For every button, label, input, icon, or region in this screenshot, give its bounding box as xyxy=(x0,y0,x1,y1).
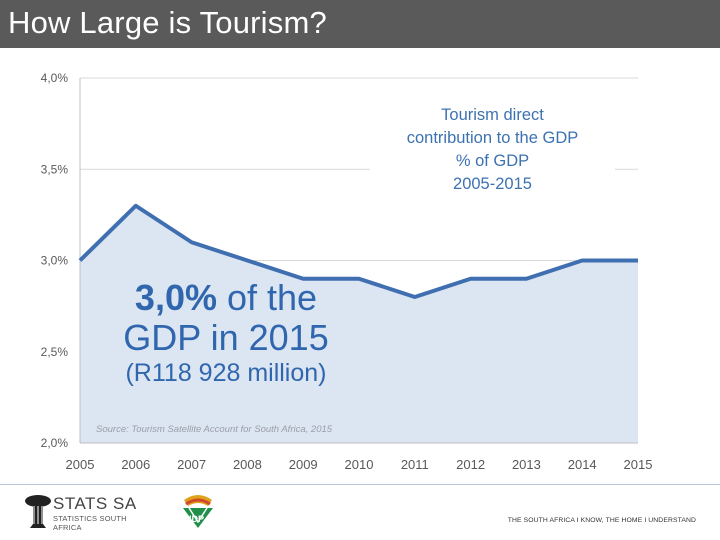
tagline: THE SOUTH AFRICA I KNOW, THE HOME I UNDE… xyxy=(507,517,696,524)
source-note: Source: Tourism Satellite Account for So… xyxy=(96,424,333,435)
callout-line-1: 3,0% of the xyxy=(86,278,366,318)
chart-title: Tourism direct contribution to the GDP %… xyxy=(370,104,615,196)
y-tick-label: 3,0% xyxy=(41,254,69,268)
x-tick-label: 2014 xyxy=(568,457,597,472)
series-line xyxy=(78,203,638,299)
y-tick-label: 2,0% xyxy=(41,436,69,450)
y-tick-label: 3,5% xyxy=(41,162,69,176)
ndp-logo: NDP xyxy=(180,492,216,530)
chart-title-line: % of GDP xyxy=(455,152,530,170)
chart-title-line: Tourism direct xyxy=(441,106,544,124)
chart-title-line: contribution to the GDP xyxy=(406,129,579,147)
callout-percent: 3,0% xyxy=(134,277,217,318)
chart-title-line: 2005-2015 xyxy=(453,175,532,193)
y-tick-label: 4,0% xyxy=(41,71,69,85)
y-tick-label: 2,5% xyxy=(41,345,69,359)
title-bar: How Large is Tourism? xyxy=(0,0,720,48)
area-fill xyxy=(80,205,638,443)
ndp-emblem-icon xyxy=(183,495,213,528)
stats-sa-logo: STATS SA STATISTICS SOUTH AFRICA xyxy=(24,492,154,532)
y-tick-labels: 2,0% 2,5% 3,0% 3,5% 4,0% xyxy=(41,71,69,450)
callout-line-3: (R118 928 million) xyxy=(125,359,327,387)
x-tick-label: 2007 xyxy=(177,457,206,472)
x-tick-label: 2012 xyxy=(456,457,485,472)
gdp-callout: 3,0% of the GDP in 2015 (R118 928 millio… xyxy=(86,278,366,388)
org-name: STATS SA xyxy=(53,494,137,513)
page-title: How Large is Tourism? xyxy=(8,5,327,40)
ndp-label: NDP xyxy=(185,514,205,524)
callout-rest: of the xyxy=(216,277,318,318)
x-tick-label: 2008 xyxy=(233,457,262,472)
footer-divider xyxy=(0,484,720,485)
x-tick-label: 2005 xyxy=(66,457,95,472)
x-tick-label: 2015 xyxy=(624,457,653,472)
x-tick-label: 2006 xyxy=(121,457,150,472)
x-tick-label: 2013 xyxy=(512,457,541,472)
x-tick-label: 2011 xyxy=(401,457,429,472)
callout-line-2: GDP in 2015 xyxy=(123,317,329,358)
baobab-tree-icon xyxy=(25,495,51,528)
line-area-chart: 2,0%2,5%3,0%3,5%4,0% 2005 2006 2007 2008 200… xyxy=(41,71,653,472)
x-tick-labels: 2005 2006 2007 2008 2009 2010 2011 2012 2013 2014… xyxy=(66,457,653,472)
org-subtitle: STATISTICS SOUTH AFRICA xyxy=(53,514,127,532)
x-tick-label: 2009 xyxy=(289,457,318,472)
x-tick-label: 2010 xyxy=(345,457,374,472)
